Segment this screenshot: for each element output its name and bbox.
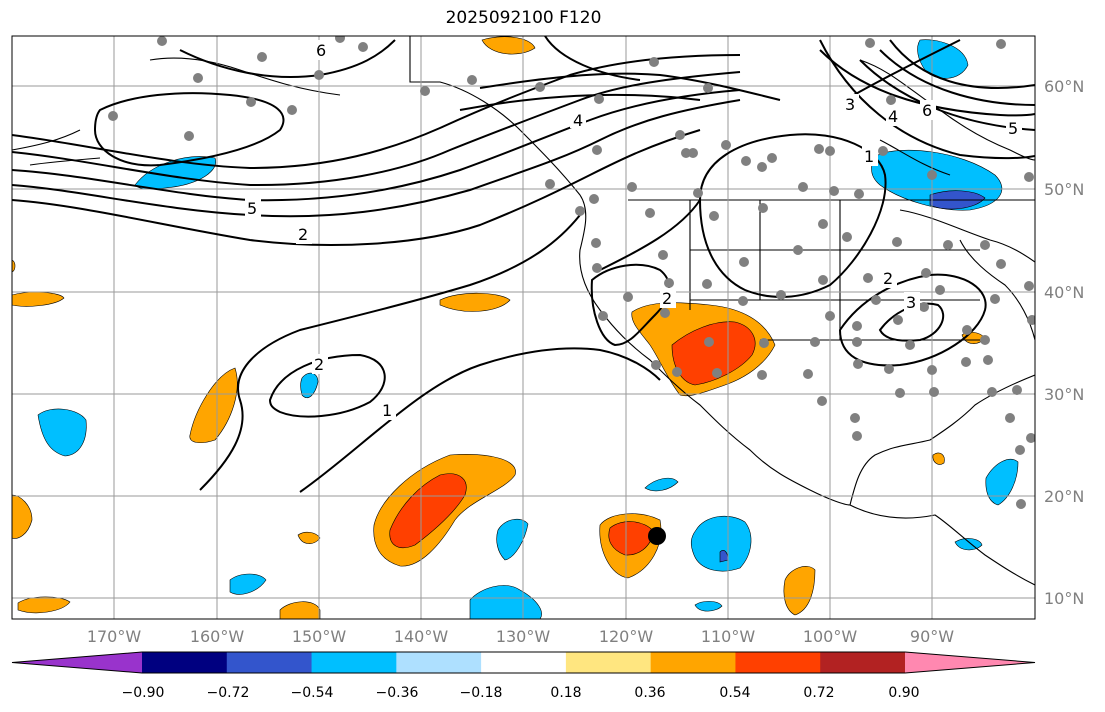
station-markers — [108, 36, 1035, 509]
colorbar-segment — [142, 652, 228, 673]
longitude-labels: 170°W 160°W 150°W 140°W 130°W 120°W 110°… — [87, 627, 954, 646]
svg-text:110°W: 110°W — [701, 627, 756, 646]
colorbar-segment — [12, 652, 142, 673]
colorbar-segment — [481, 652, 567, 673]
svg-text:1: 1 — [382, 401, 392, 420]
svg-text:60°N: 60°N — [1044, 77, 1084, 96]
colorbar-segment — [905, 652, 1035, 673]
svg-text:0.54: 0.54 — [719, 685, 750, 701]
svg-text:100°W: 100°W — [803, 627, 858, 646]
svg-text:4: 4 — [888, 107, 898, 126]
svg-text:2: 2 — [314, 355, 324, 374]
svg-text:170°W: 170°W — [87, 627, 142, 646]
svg-text:−0.36: −0.36 — [376, 685, 419, 701]
svg-text:150°W: 150°W — [292, 627, 347, 646]
colorbar-outline — [11, 651, 1036, 674]
svg-text:160°W: 160°W — [190, 627, 245, 646]
colorbar-segment — [735, 652, 821, 673]
svg-text:140°W: 140°W — [394, 627, 449, 646]
storm-marker — [648, 527, 666, 545]
svg-text:3: 3 — [906, 293, 916, 312]
contour-labels: 6 4 5 2 3 4 6 5 1 2 3 2 1 2 — [245, 40, 1022, 420]
svg-text:20°N: 20°N — [1044, 487, 1084, 506]
svg-text:−0.18: −0.18 — [460, 685, 503, 701]
coastlines — [12, 36, 1035, 586]
svg-text:0.18: 0.18 — [550, 685, 581, 701]
colorbar-segment — [565, 652, 652, 673]
svg-text:5: 5 — [247, 199, 257, 218]
svg-text:−0.72: −0.72 — [207, 685, 250, 701]
svg-text:6: 6 — [922, 101, 932, 120]
svg-text:0.72: 0.72 — [803, 685, 834, 701]
colorbar-segment — [820, 652, 906, 673]
svg-text:30°N: 30°N — [1044, 385, 1084, 404]
svg-text:2: 2 — [298, 225, 308, 244]
svg-text:5: 5 — [1008, 119, 1018, 138]
svg-text:4: 4 — [573, 111, 583, 130]
latitude-labels: 60°N 50°N 40°N 30°N 20°N 10°N — [1044, 77, 1084, 608]
colorbar — [11, 651, 1036, 674]
svg-text:2: 2 — [883, 269, 893, 288]
colorbar-segment — [396, 652, 482, 673]
svg-text:0.90: 0.90 — [888, 685, 919, 701]
svg-text:1: 1 — [864, 147, 874, 166]
svg-text:90°W: 90°W — [910, 627, 954, 646]
svg-text:−0.90: −0.90 — [122, 685, 165, 701]
map-border — [11, 35, 1036, 620]
svg-text:10°N: 10°N — [1044, 589, 1084, 608]
svg-text:120°W: 120°W — [599, 627, 654, 646]
map-title: 2025092100 F120 — [445, 8, 602, 28]
colorbar-segment — [650, 652, 736, 673]
svg-text:6: 6 — [316, 41, 326, 60]
svg-text:130°W: 130°W — [496, 627, 551, 646]
svg-text:−0.54: −0.54 — [291, 685, 334, 701]
colorbar-segment — [226, 652, 313, 673]
svg-text:0.36: 0.36 — [634, 685, 665, 701]
colorbar-segment — [311, 652, 397, 673]
svg-text:2: 2 — [662, 289, 672, 308]
svg-text:40°N: 40°N — [1044, 283, 1084, 302]
contour-lines — [12, 36, 1035, 493]
svg-text:50°N: 50°N — [1044, 180, 1084, 199]
graticule — [12, 36, 1035, 619]
svg-text:3: 3 — [845, 95, 855, 114]
colorbar-ticks: −0.90 −0.72 −0.54 −0.36 −0.18 0.18 0.36 … — [122, 685, 920, 701]
